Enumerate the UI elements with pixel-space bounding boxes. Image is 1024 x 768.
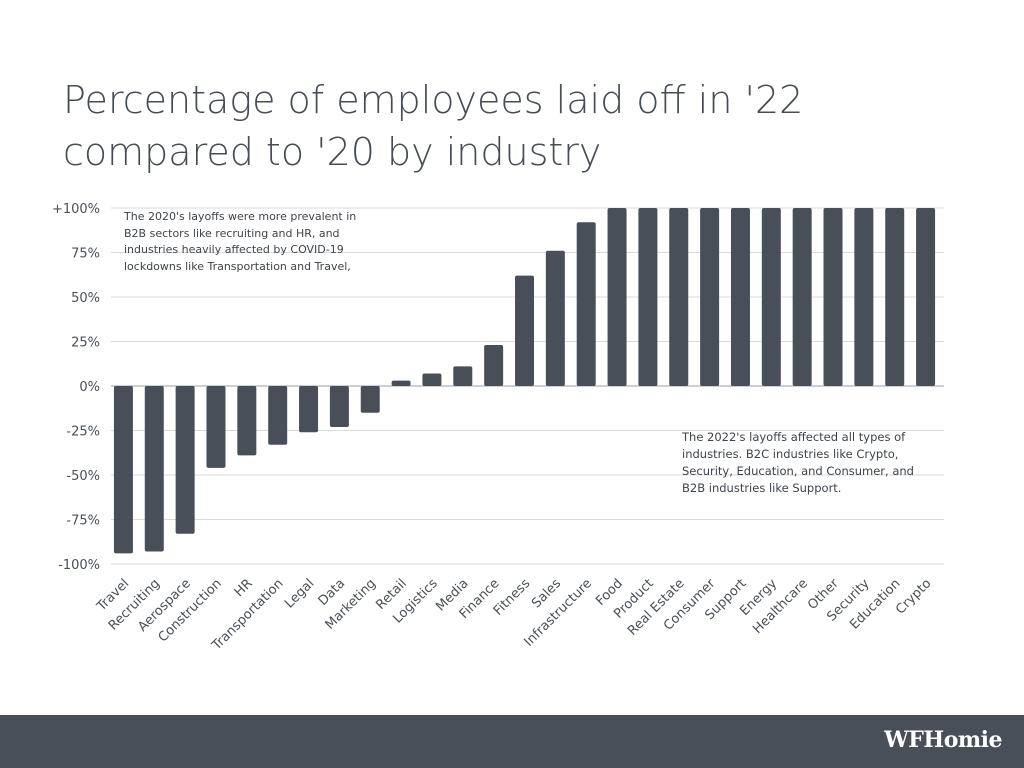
- bar-energy: [761, 208, 781, 386]
- bar-infrastructure: [576, 222, 596, 386]
- y-tick-label: 75%: [71, 247, 100, 262]
- bar-chart: +100%75%50%25%0%-25%-50%-75%-100%TravelR…: [52, 202, 944, 654]
- bar-construction: [206, 386, 226, 468]
- y-tick-label: +100%: [52, 202, 100, 217]
- bar-food: [607, 208, 627, 386]
- bar-travel: [113, 386, 133, 554]
- bar-media: [453, 366, 473, 386]
- x-tick-label: Legal: [282, 576, 317, 611]
- bar-finance: [484, 345, 504, 386]
- bar-recruiting: [144, 386, 164, 552]
- y-tick-label: -75%: [66, 514, 100, 529]
- y-tick-label: -50%: [66, 469, 100, 484]
- chart-title: Percentage of employees laid off in '22 …: [63, 78, 804, 174]
- wfhomie-logo: WFHomie: [884, 727, 1002, 753]
- bar-fitness: [515, 275, 534, 386]
- y-tick-label: 50%: [71, 291, 100, 306]
- bar-legal: [299, 386, 319, 433]
- y-tick-label: 25%: [71, 336, 100, 351]
- y-tick-label: -100%: [58, 558, 100, 573]
- x-tick-label: Crypto: [893, 576, 934, 617]
- bar-crypto: [916, 208, 936, 386]
- bar-consumer: [700, 208, 720, 386]
- annotation-2022: The 2022's layoffs affected all types of…: [682, 430, 914, 495]
- bar-transportation: [268, 386, 288, 445]
- bar-marketing: [360, 386, 380, 413]
- bar-security: [854, 208, 874, 386]
- bar-hr: [237, 386, 257, 456]
- y-tick-label: 0%: [79, 380, 100, 395]
- footer: WFHomie: [0, 715, 1024, 768]
- bar-logistics: [422, 373, 442, 386]
- bar-real-estate: [669, 208, 689, 386]
- bar-support: [730, 208, 750, 386]
- bar-retail: [391, 380, 411, 386]
- bar-sales: [545, 250, 565, 386]
- bar-data: [329, 386, 349, 427]
- bar-aerospace: [175, 386, 195, 534]
- x-tick-label: HR: [232, 576, 256, 600]
- bar-product: [638, 208, 658, 386]
- y-tick-label: -25%: [66, 425, 100, 440]
- bar-healthcare: [792, 208, 812, 386]
- annotation-2020: The 2020's layoffs were more prevalent i…: [124, 210, 357, 273]
- bar-other: [823, 208, 843, 386]
- bar-education: [885, 208, 905, 386]
